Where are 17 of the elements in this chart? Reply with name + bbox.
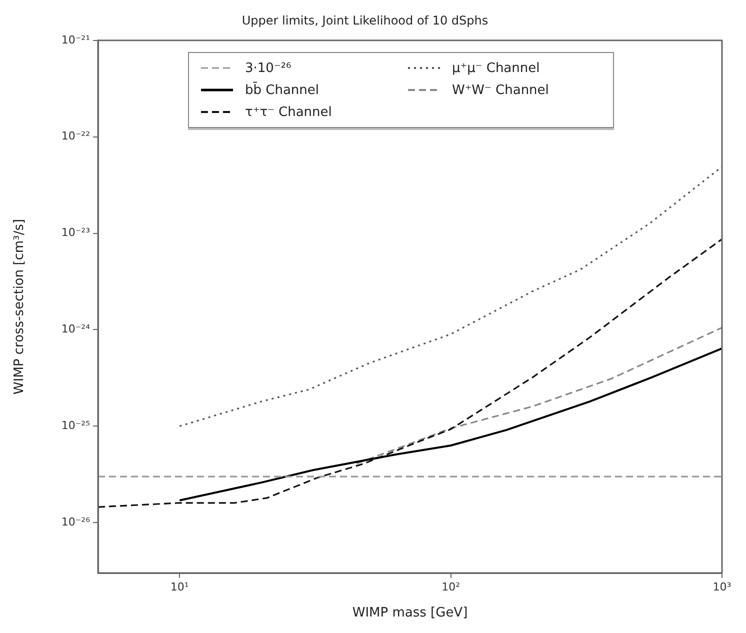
y-tick-label: 10⁻²⁶: [61, 515, 91, 528]
legend-label: bb̄ Channel: [245, 82, 320, 98]
x-axis-title: WIMP mass [GeV]: [352, 606, 468, 621]
y-tick-label: 10⁻²²: [61, 130, 90, 143]
x-tick-label: 10¹: [170, 580, 189, 594]
chart-title: Upper limits, Joint Likelihood of 10 dSphs: [242, 13, 488, 28]
y-axis-title: WIMP cross-section [cm³/s]: [12, 218, 28, 394]
y-tick-label: 10⁻²³: [61, 226, 90, 240]
y-tick-label: 10⁻²⁴: [61, 322, 91, 336]
legend-label: τ⁺τ⁻ Channel: [245, 104, 332, 120]
x-tick-label: 10²: [442, 580, 460, 594]
legend-label: W⁺W⁻ Channel: [452, 82, 549, 98]
x-tick-label: 10³: [712, 580, 732, 594]
legend-label: 3·10⁻²⁶: [245, 60, 292, 76]
legend-label: μ⁺μ⁻ Channel: [452, 60, 540, 76]
y-tick-label: 10⁻²¹: [61, 33, 90, 46]
y-tick-label: 10⁻²⁵: [61, 419, 90, 432]
